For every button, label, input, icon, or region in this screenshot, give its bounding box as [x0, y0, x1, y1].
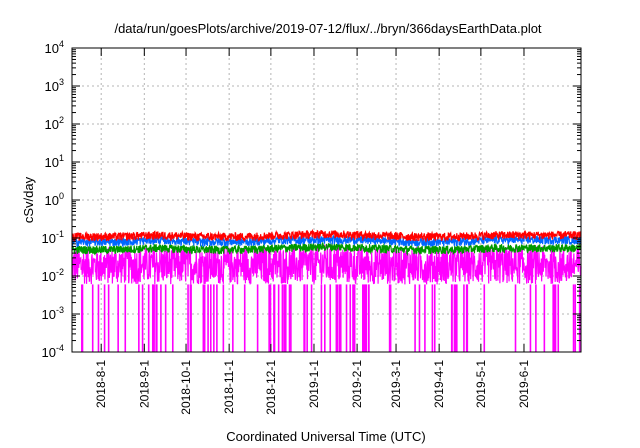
series-line [71, 241, 582, 257]
y-tick-label: 10-2 [42, 267, 64, 284]
x-tick-label: 2019-1-1 [307, 360, 321, 408]
y-axis-label: cSv/day [21, 176, 36, 223]
series-line [71, 228, 582, 243]
x-tick-label: 2018-8-1 [94, 360, 108, 408]
x-tick-label: 2018-11-1 [222, 360, 236, 414]
x-tick-label: 2019-3-1 [389, 360, 403, 408]
x-tick-label: 2018-12-1 [264, 360, 278, 415]
y-tick-label: 102 [45, 115, 64, 132]
grid [72, 48, 581, 352]
y-tick-label: 10-4 [42, 343, 64, 360]
y-tick-label: 100 [45, 191, 64, 208]
x-tick-labels: 2018-8-1 2018-9-1 2018-10-1 2018-11-1 2018-1… [94, 360, 531, 415]
y-tick-label: 10-1 [42, 229, 64, 246]
x-axis-label: Coordinated Universal Time (UTC) [226, 429, 425, 444]
y-tick-label: 104 [45, 39, 64, 56]
x-tick-label: 2019-5-1 [474, 360, 488, 408]
y-tick-label: 103 [45, 77, 64, 94]
y-tick-label: 101 [45, 153, 64, 170]
x-tick-label: 2018-9-1 [137, 360, 151, 408]
x-tick-label: 2018-10-1 [179, 360, 193, 415]
ticks [72, 47, 581, 353]
x-tick-label: 2019-2-1 [350, 360, 364, 408]
y-tick-label: 10-3 [42, 305, 64, 322]
x-tick-label: 2019-6-1 [517, 360, 531, 408]
x-tick-label: 2019-4-1 [432, 360, 446, 408]
chart-title: /data/run/goesPlots/archive/2019-07-12/f… [114, 21, 541, 36]
y-tick-labels: 10-4 10-3 10-2 10-1 100 101 102 103 104 [42, 39, 64, 360]
series-line [71, 244, 582, 285]
